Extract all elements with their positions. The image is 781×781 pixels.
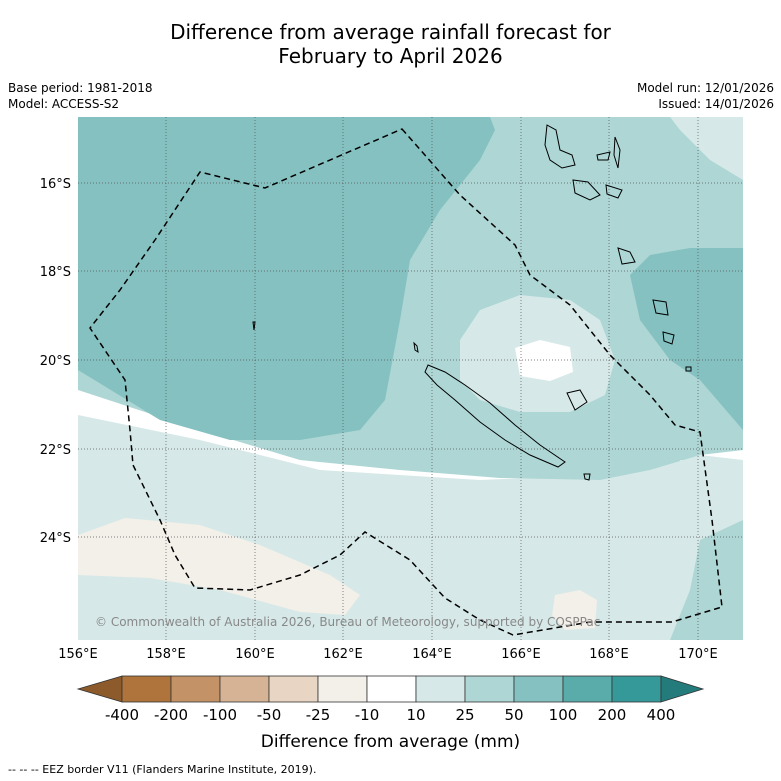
model-run: Model run: 12/01/2026 xyxy=(636,81,774,95)
colorbar-swatch xyxy=(611,675,662,703)
malekula-island xyxy=(572,179,601,201)
island-small xyxy=(252,321,256,331)
lon-labels: 156°E 158°E 160°E 162°E 164°E 166°E 168°… xyxy=(58,647,718,662)
island-small xyxy=(662,331,675,345)
colorbar-tick-label: 200 xyxy=(598,706,627,724)
copyright-text: © Commonwealth of Australia 2026, Bureau… xyxy=(95,615,600,629)
lat-label: 22°S xyxy=(40,443,71,458)
field-50-100-east xyxy=(630,248,743,430)
lon-label: 170°E xyxy=(678,647,718,662)
island-small xyxy=(413,341,419,354)
colorbar-swatch xyxy=(464,675,515,703)
colorbar-swatch xyxy=(219,675,270,703)
colorbar-swatch xyxy=(121,675,172,703)
colorbar-tick-label: -50 xyxy=(257,706,282,724)
lat-label: 20°S xyxy=(40,354,71,369)
eez-border xyxy=(89,128,723,636)
chart-title: Difference from average rainfall forecas… xyxy=(0,20,781,68)
title-line-2: February to April 2026 xyxy=(278,44,503,68)
island-small xyxy=(685,366,692,372)
rainfall-fields xyxy=(78,117,743,640)
colorbar-arrow-low xyxy=(76,675,123,703)
colorbar-swatch xyxy=(415,675,466,703)
new-caledonia-island xyxy=(424,364,566,468)
colorbar-swatch xyxy=(170,675,221,703)
colorbar-tick-label: 50 xyxy=(504,706,523,724)
colorbar-label: Difference from average (mm) xyxy=(260,732,521,752)
tanna-island xyxy=(617,247,636,265)
issued-date: Issued: 14/01/2026 xyxy=(658,97,774,111)
colorbar-arrow-high xyxy=(660,675,705,703)
colorbar-swatch xyxy=(268,675,319,703)
island-small xyxy=(566,389,588,411)
lon-label: 162°E xyxy=(323,647,363,662)
colorbar-swatch xyxy=(562,675,613,703)
colorbar-tick-label: -400 xyxy=(105,706,139,724)
gridlines xyxy=(78,117,743,640)
field-dry-southwest xyxy=(78,518,360,615)
lon-label: 168°E xyxy=(589,647,629,662)
meta-right: Model run: 12/01/2026 Issued: 14/01/2026 xyxy=(637,80,774,112)
title-line-1: Difference from average rainfall forecas… xyxy=(170,20,611,44)
colorbar-swatch xyxy=(317,675,368,703)
island-small xyxy=(596,151,611,161)
lat-label: 24°S xyxy=(40,531,71,546)
lat-label: 16°S xyxy=(40,177,71,192)
coastlines xyxy=(252,124,692,481)
model-name: Model: ACCESS-S2 xyxy=(8,97,120,111)
field-near-average-center xyxy=(515,340,573,381)
lat-labels: 16°S 18°S 20°S 22°S 24°S xyxy=(40,177,71,546)
field-10-25-northeast xyxy=(670,117,743,180)
lon-label: 158°E xyxy=(146,647,186,662)
lon-label: 156°E xyxy=(58,647,98,662)
colorbar-tick-label: 100 xyxy=(549,706,578,724)
field-25-50-southeast xyxy=(670,520,743,640)
colorbar-tick-label: 25 xyxy=(455,706,474,724)
meta-left: Base period: 1981-2018 Model: ACCESS-S2 xyxy=(8,80,153,112)
lon-label: 160°E xyxy=(235,647,275,662)
colorbar-swatch xyxy=(366,675,417,703)
lon-label: 164°E xyxy=(412,647,452,662)
island-small xyxy=(583,473,591,481)
island-small xyxy=(605,184,623,199)
colorbar-tick-label: -10 xyxy=(355,706,380,724)
colorbar-tick-label: -25 xyxy=(306,706,331,724)
espiritu-santo-island xyxy=(544,124,576,169)
lat-label: 18°S xyxy=(40,265,71,280)
field-dry-south xyxy=(552,590,597,630)
footer-note: -- -- -- EEZ border V11 (Flanders Marine… xyxy=(8,763,317,776)
colorbar-tick-label: -200 xyxy=(154,706,188,724)
lon-label: 166°E xyxy=(501,647,541,662)
colorbar-tick-label: 400 xyxy=(647,706,676,724)
colorbar: -400 -200 -100 -50 -25 -10 10 25 50 100 200 400 xyxy=(76,675,705,724)
colorbar-tick-label: -100 xyxy=(203,706,237,724)
island-small xyxy=(652,299,669,316)
island-small xyxy=(613,136,621,169)
colorbar-swatch xyxy=(513,675,564,703)
colorbar-tick-label: 10 xyxy=(406,706,425,724)
base-period: Base period: 1981-2018 xyxy=(8,81,153,95)
